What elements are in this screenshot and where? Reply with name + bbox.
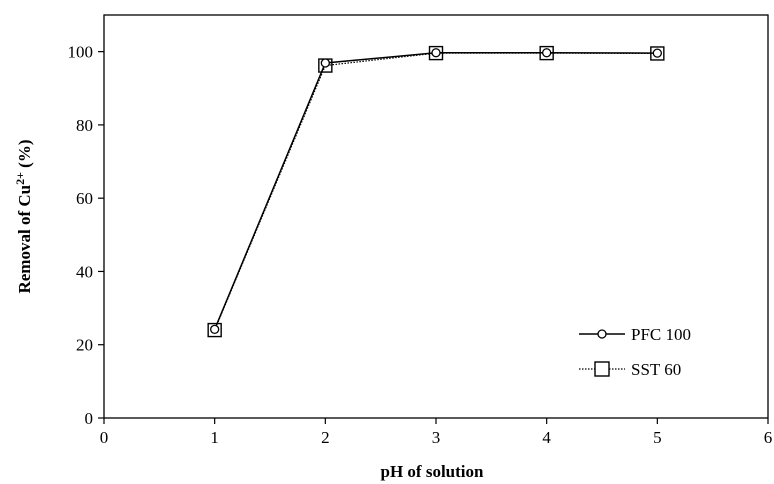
legend-marker-square xyxy=(594,361,610,377)
data-point-circle xyxy=(320,58,330,68)
x-tick-label: 0 xyxy=(100,428,109,447)
legend-marker-circle xyxy=(597,329,607,339)
series-sst-60 xyxy=(207,45,665,338)
plot-frame xyxy=(103,14,769,419)
x-tick-label: 5 xyxy=(653,428,662,447)
y-tick-label: 60 xyxy=(76,189,93,208)
y-tick-label: 100 xyxy=(68,43,94,62)
series-pfc-100 xyxy=(210,48,662,334)
y-axis-title-suffix: (%) xyxy=(15,139,34,172)
legend-label: SST 60 xyxy=(631,360,681,379)
x-tick-label: 4 xyxy=(542,428,551,447)
series-line xyxy=(213,51,658,330)
y-tick-label: 80 xyxy=(76,116,93,135)
y-tick-label: 40 xyxy=(76,262,93,281)
legend: PFC 100 SST 60 xyxy=(579,325,691,379)
data-point-circle xyxy=(542,48,552,58)
series-line xyxy=(214,52,658,331)
y-tick-label: 0 xyxy=(85,409,94,428)
y-axis-title-prefix: Removal of Cu xyxy=(15,185,34,294)
data-point-square xyxy=(207,322,222,338)
legend-label: PFC 100 xyxy=(631,325,691,344)
series-layer xyxy=(207,45,665,338)
x-axis-title: pH of solution xyxy=(381,462,485,481)
x-tick-label: 6 xyxy=(764,428,773,447)
x-tick-label: 2 xyxy=(321,428,330,447)
y-tick-label: 20 xyxy=(76,336,93,355)
data-point-circle xyxy=(431,48,441,58)
y-axis-title-superscript: 2+ xyxy=(13,172,27,185)
x-tick-label: 1 xyxy=(210,428,219,447)
y-axis-title: Removal of Cu2+ (%) xyxy=(13,139,34,293)
x-tick-label: 3 xyxy=(432,428,441,447)
legend-item: PFC 100 xyxy=(579,325,691,344)
data-point-circle xyxy=(652,48,662,58)
legend-item: SST 60 xyxy=(579,360,681,379)
data-point-circle xyxy=(210,324,220,334)
